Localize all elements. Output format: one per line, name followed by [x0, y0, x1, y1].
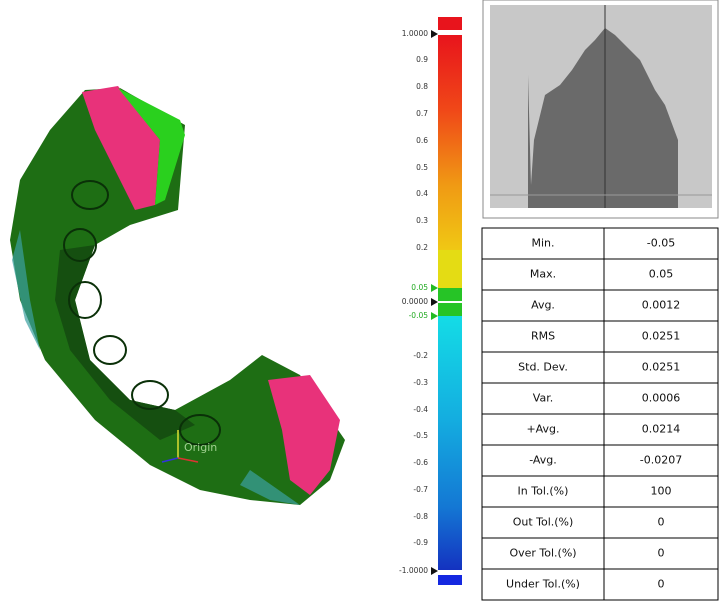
scale-label: -0.6 [413, 458, 428, 467]
stat-value: 0.0214 [642, 423, 681, 436]
origin-label: Origin [184, 441, 217, 454]
histogram [482, 0, 719, 219]
scale-marker [431, 30, 438, 38]
stats-table: Min. -0.05 Max. 0.05 Avg. 0.0012 RMS 0.0251 Std.… [481, 227, 719, 601]
stat-value: 0 [658, 516, 665, 529]
scale-marker [431, 284, 438, 292]
stat-label: Avg. [531, 299, 555, 312]
stat-label: Var. [533, 392, 553, 405]
scale-label: -0.3 [413, 378, 428, 387]
stat-label: Out Tol.(%) [513, 516, 574, 529]
scale-label: -0.5 [413, 431, 428, 440]
scale-label: 0.4 [416, 189, 428, 198]
scale-label: -0.2 [413, 351, 428, 360]
stat-value: 0.0251 [642, 330, 681, 343]
stat-value: -0.05 [647, 237, 675, 250]
stat-value: 100 [651, 485, 672, 498]
stat-value: 0.0006 [642, 392, 681, 405]
scale-label: 0.8 [416, 82, 428, 91]
scale-marker [431, 567, 438, 575]
scale-label: 0.2 [416, 243, 428, 252]
scale-label: 0.6 [416, 136, 428, 145]
stat-label: +Avg. [526, 423, 559, 436]
scale-marker [431, 312, 438, 320]
color-scale: 1.0000 0.9 0.8 0.7 0.6 0.5 0.4 0.3 0.2 0.05 0.0000… [399, 17, 462, 585]
scale-label: -0.9 [413, 538, 428, 547]
scale-label: -0.4 [413, 405, 428, 414]
stat-label: Under Tol.(%) [506, 578, 580, 591]
scale-label: 0.9 [416, 55, 428, 64]
stat-label: Min. [531, 237, 554, 250]
scale-label: 0.5 [416, 163, 428, 172]
stat-label: -Avg. [529, 454, 557, 467]
scale-label: -1.0000 [399, 566, 428, 575]
scale-label: 0.0000 [402, 297, 428, 306]
scale-label: 1.0000 [402, 29, 428, 38]
scale-label: 0.3 [416, 216, 428, 225]
stat-value: 0.05 [649, 268, 674, 281]
stat-value: 0.0012 [642, 299, 681, 312]
scale-marker [431, 298, 438, 306]
stat-label: In Tol.(%) [518, 485, 569, 498]
scale-label: -0.7 [413, 485, 428, 494]
stat-label: Max. [530, 268, 556, 281]
stat-value: 0.0251 [642, 361, 681, 374]
scale-label: 0.7 [416, 109, 428, 118]
model-3d[interactable]: Origin [10, 86, 345, 505]
scale-label: -0.8 [413, 512, 428, 521]
stat-value: 0 [658, 578, 665, 591]
stat-label: Over Tol.(%) [509, 547, 576, 560]
stat-value: -0.0207 [640, 454, 682, 467]
scale-label: -0.05 [409, 311, 429, 320]
stat-label: Std. Dev. [518, 361, 568, 374]
stat-label: RMS [531, 330, 555, 343]
scale-label: 0.05 [411, 283, 428, 292]
stat-value: 0 [658, 547, 665, 560]
